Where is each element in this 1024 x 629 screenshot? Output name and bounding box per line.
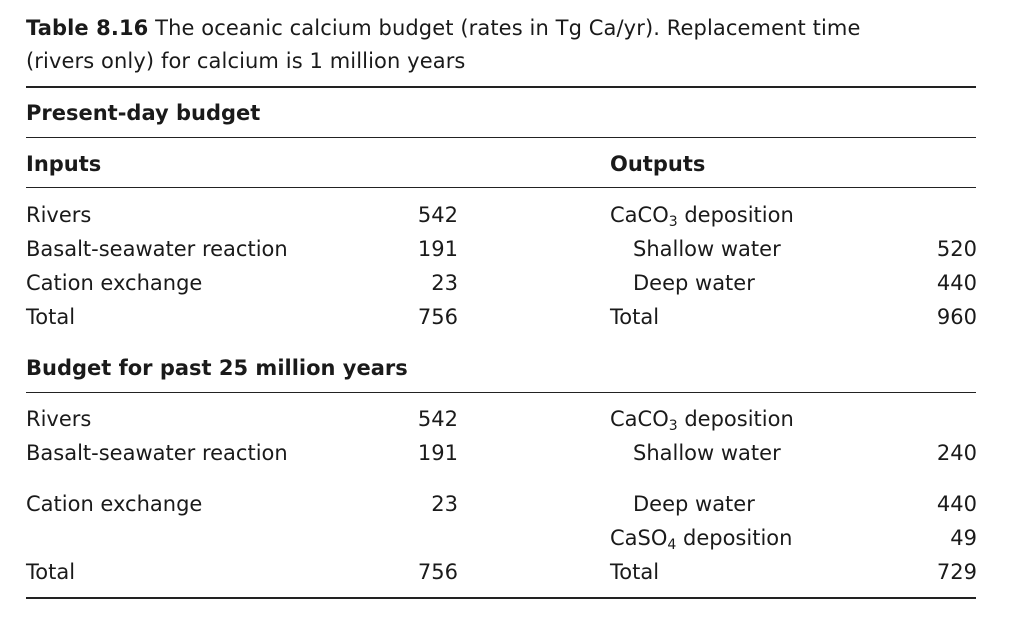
- present-input-label: Cation exchange: [26, 271, 203, 295]
- past-caso4-value: 49: [950, 526, 977, 550]
- past-deep-label: Deep water: [633, 492, 755, 516]
- present-output-total-label: Total: [610, 305, 660, 329]
- past-input-label: Basalt-seawater reaction: [26, 441, 288, 465]
- past-shallow-label: Shallow water: [633, 441, 781, 465]
- past-deep-value: 440: [936, 492, 977, 516]
- past-input-value: 542: [417, 407, 458, 431]
- present-shallow-value: 520: [936, 237, 977, 261]
- top-rule: [26, 86, 976, 88]
- present-input-total-value: 756: [417, 305, 458, 329]
- caption-text-line2: (rivers only) for calcium is 1 million y…: [26, 49, 466, 73]
- present-deep-label: Deep water: [633, 271, 755, 295]
- section-rule: [26, 392, 976, 393]
- past-input-value: 191: [417, 441, 458, 465]
- present-input-label: Rivers: [26, 203, 92, 227]
- section-heading-present: Present-day budget: [26, 101, 261, 125]
- present-shallow-label: Shallow water: [633, 237, 781, 261]
- bottom-rule: [26, 597, 976, 599]
- header-rule: [26, 187, 976, 188]
- past-caso4-deposition: CaSO4 deposition: [610, 526, 793, 553]
- table-number: Table 8.16: [26, 16, 149, 40]
- section-rule: [26, 137, 976, 138]
- caption-text: The oceanic calcium budget (rates in Tg …: [155, 16, 861, 40]
- past-shallow-value: 240: [936, 441, 977, 465]
- past-input-label: Rivers: [26, 407, 92, 431]
- past-caco3-deposition: CaCO3 deposition: [610, 407, 794, 434]
- past-input-value: 23: [431, 492, 458, 516]
- inputs-header: Inputs: [26, 152, 102, 176]
- outputs-header: Outputs: [610, 152, 706, 176]
- present-input-value: 542: [417, 203, 458, 227]
- past-output-total-value: 729: [936, 560, 977, 584]
- present-output-total-value: 960: [936, 305, 977, 329]
- past-input-total-label: Total: [26, 560, 76, 584]
- present-input-total-label: Total: [26, 305, 76, 329]
- present-input-value: 23: [431, 271, 458, 295]
- past-output-total-label: Total: [610, 560, 660, 584]
- section-heading-past: Budget for past 25 million years: [26, 356, 408, 380]
- present-caco3-deposition: CaCO3 deposition: [610, 203, 794, 230]
- present-input-value: 191: [417, 237, 458, 261]
- past-input-label: Cation exchange: [26, 492, 203, 516]
- past-input-total-value: 756: [417, 560, 458, 584]
- present-deep-value: 440: [936, 271, 977, 295]
- table-caption: Table 8.16 The oceanic calcium budget (r…: [26, 12, 986, 78]
- present-input-label: Basalt-seawater reaction: [26, 237, 288, 261]
